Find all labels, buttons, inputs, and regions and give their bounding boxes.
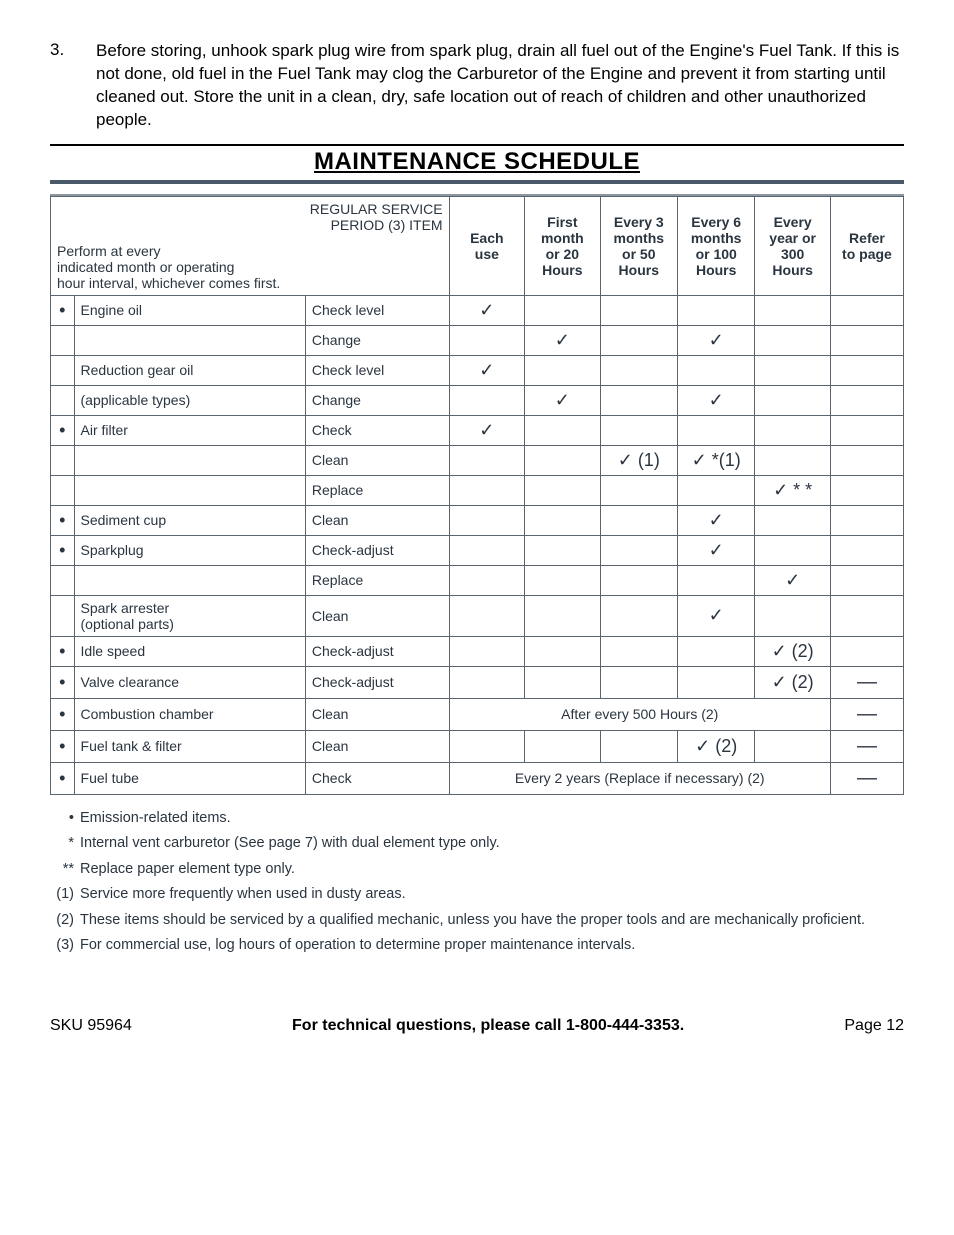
check-mark: ✓ [449,295,525,325]
col-first-month: First month or 20 Hours [525,196,601,295]
col-refer: Refer to page [830,196,903,295]
footnote: (2) These items should be serviced by a … [50,909,904,931]
col-3-months: Every 3 months or 50 Hours [600,196,677,295]
table-row: • Air filter Check ✓ [51,415,904,445]
header-left-block: REGULAR SERVICE PERIOD (3) ITEM Perform … [51,196,450,295]
table-row: • Combustion chamber Clean After every 5… [51,698,904,730]
header-regular-service: REGULAR SERVICE [57,201,443,217]
page-footer: SKU 95964 For technical questions, pleas… [50,1017,904,1035]
span-note: After every 500 Hours (2) [449,698,830,730]
action: Check level [305,295,449,325]
table-row: Clean ✓ (1) ✓ *(1) [51,445,904,475]
footnotes: • Emission-related items. * Internal ven… [50,807,904,957]
check-mark: ✓ * * [755,475,831,505]
col-each-use: Each use [449,196,525,295]
footer-page: Page 12 [844,1017,904,1035]
table-row: Reduction gear oil Check level ✓ [51,355,904,385]
table-row: Replace ✓ * * [51,475,904,505]
footer-phone: For technical questions, please call 1-8… [292,1017,684,1035]
check-mark: ✓ [677,325,754,355]
header-perform-2: indicated month or operating [57,259,443,275]
table-row: Replace ✓ [51,565,904,595]
table-row: • Valve clearance Check-adjust ✓ (2) — [51,666,904,698]
section-title: MAINTENANCE SCHEDULE [314,148,640,175]
table-row: Change ✓ ✓ [51,325,904,355]
intro-text: Before storing, unhook spark plug wire f… [96,40,904,132]
table-row: • Idle speed Check-adjust ✓ (2) [51,636,904,666]
refer-dash: — [830,730,903,762]
table-header-row: REGULAR SERVICE PERIOD (3) ITEM Perform … [51,196,904,295]
span-note: Every 2 years (Replace if necessary) (2) [449,762,830,794]
footnote: (1) Service more frequently when used in… [50,883,904,905]
header-period: PERIOD (3) ITEM [57,217,443,233]
footer-sku: SKU 95964 [50,1017,132,1035]
item: Spark arrester (optional parts) [74,595,305,636]
intro-paragraph: 3. Before storing, unhook spark plug wir… [50,40,904,132]
footnote: • Emission-related items. [50,807,904,829]
footnote: ** Replace paper element type only. [50,858,904,880]
item: Engine oil [74,295,305,325]
footnote: (3) For commercial use, log hours of ope… [50,934,904,956]
check-mark: ✓ (2) [755,666,831,698]
refer-dash: — [830,698,903,730]
table-row: (applicable types) Change ✓ ✓ [51,385,904,415]
check-mark: ✓ [449,415,525,445]
header-perform-3: hour interval, whichever comes first. [57,275,443,291]
check-mark: ✓ *(1) [677,445,754,475]
bullet: • [51,295,75,325]
check-mark: ✓ [449,355,525,385]
check-mark: ✓ [677,385,754,415]
check-mark: ✓ [677,505,754,535]
check-mark: ✓ [677,535,754,565]
check-mark: ✓ [525,385,601,415]
refer-dash: — [830,762,903,794]
intro-number: 3. [50,40,96,132]
check-mark: ✓ (1) [600,445,677,475]
table-row: • Engine oil Check level ✓ [51,295,904,325]
table-row: • Sediment cup Clean ✓ [51,505,904,535]
col-year: Every year or 300 Hours [755,196,831,295]
check-mark: ✓ [525,325,601,355]
check-mark: ✓ [677,595,754,636]
col-6-months: Every 6 months or 100 Hours [677,196,754,295]
maintenance-schedule-table: REGULAR SERVICE PERIOD (3) ITEM Perform … [50,196,904,795]
table-row: • Sparkplug Check-adjust ✓ [51,535,904,565]
check-mark: ✓ (2) [677,730,754,762]
check-mark: ✓ [755,565,831,595]
table-row: • Fuel tube Check Every 2 years (Replace… [51,762,904,794]
check-mark: ✓ (2) [755,636,831,666]
footnote: * Internal vent carburetor (See page 7) … [50,832,904,854]
refer-dash: — [830,666,903,698]
schedule-table-wrap: REGULAR SERVICE PERIOD (3) ITEM Perform … [50,194,904,795]
section-title-bar: MAINTENANCE SCHEDULE [50,144,904,184]
table-row: Spark arrester (optional parts) Clean ✓ [51,595,904,636]
header-perform-1: Perform at every [57,243,443,259]
table-row: • Fuel tank & filter Clean ✓ (2) — [51,730,904,762]
